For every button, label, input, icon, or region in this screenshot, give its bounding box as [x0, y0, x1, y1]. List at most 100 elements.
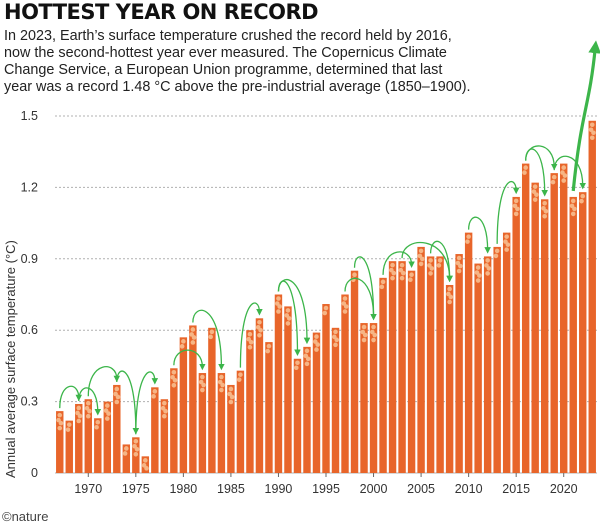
y-tick-label: 1.5 [21, 109, 38, 123]
record-arrow [277, 279, 311, 345]
data-dot [419, 256, 425, 262]
data-dot [179, 344, 185, 349]
bar-2016 [521, 163, 530, 473]
data-dot [304, 361, 310, 367]
bar-2002 [388, 261, 397, 473]
bar-2019 [550, 173, 558, 473]
bar-1968 [65, 420, 73, 473]
data-dot [65, 427, 71, 432]
bar-1979 [170, 368, 178, 473]
y-tick-label: 0.3 [21, 395, 38, 409]
data-dot [304, 348, 310, 354]
data-dot [561, 165, 567, 170]
data-dot [285, 308, 291, 313]
data-dot [124, 446, 129, 451]
data-dot [458, 263, 463, 269]
data-dot [200, 387, 205, 393]
data-dot [122, 451, 128, 456]
data-dot [104, 403, 110, 408]
x-tick-label: 2015 [502, 482, 530, 496]
data-dot [570, 211, 576, 217]
data-dot [542, 214, 548, 219]
data-dot [285, 321, 291, 326]
data-dot [162, 413, 167, 419]
data-dot [399, 262, 405, 268]
data-dot [522, 170, 527, 175]
data-dot [190, 340, 196, 345]
data-dot [144, 466, 149, 471]
data-dot [286, 316, 292, 321]
y-axis-title: Annual average surface temperature (°C) [3, 240, 18, 478]
nature-credit: ©nature [2, 509, 49, 524]
data-dot [134, 447, 140, 452]
bar-1996 [331, 327, 340, 473]
bar-2012 [483, 256, 492, 473]
data-dot [429, 266, 435, 271]
data-dot [447, 286, 452, 292]
data-dot [265, 348, 271, 354]
data-dot [352, 272, 357, 278]
data-dot [580, 193, 586, 199]
bar-2022 [579, 192, 587, 473]
data-dot [208, 334, 213, 340]
data-dot [505, 242, 511, 247]
data-dot [361, 337, 367, 343]
y-tick-label: 1.2 [21, 180, 38, 194]
data-dot [248, 339, 254, 345]
bar-1994 [312, 332, 321, 473]
data-dot [266, 343, 272, 349]
data-dot [201, 382, 206, 388]
data-dot [333, 329, 338, 335]
data-dot [76, 418, 82, 424]
x-tick-label: 1985 [217, 482, 245, 496]
data-dot [57, 425, 63, 431]
data-dot [372, 332, 378, 338]
record-arrow [59, 385, 83, 409]
data-dot [591, 130, 596, 136]
bar-1971 [94, 418, 102, 473]
data-dot [228, 399, 234, 405]
data-dot [342, 296, 348, 301]
data-dot [76, 405, 82, 411]
data-dot [236, 377, 242, 382]
data-dot [362, 332, 368, 338]
data-dots [56, 122, 596, 471]
x-tick-label: 1990 [265, 482, 293, 496]
bar-2021 [569, 196, 577, 474]
data-dot [314, 347, 319, 352]
bar-2015 [512, 196, 520, 474]
data-dot [570, 198, 576, 204]
data-dot [379, 284, 385, 290]
chart-headline: HOTTEST YEAR ON RECORD [4, 0, 319, 24]
data-dot [371, 337, 376, 343]
data-dot [390, 262, 395, 268]
bar-2007 [436, 256, 444, 473]
data-dot [361, 324, 367, 330]
bar-2003 [398, 261, 406, 473]
data-dot [428, 271, 433, 276]
data-dot [295, 360, 300, 366]
data-dot [58, 420, 64, 426]
bar-1992 [293, 358, 302, 473]
data-dot [400, 270, 406, 276]
record-arrow [239, 302, 263, 368]
bar-1988 [255, 318, 264, 473]
data-dot [551, 174, 557, 180]
bar-1973 [113, 384, 121, 473]
bar-1984 [217, 373, 226, 473]
record-arrow [525, 145, 558, 171]
bar-1987 [246, 330, 254, 473]
data-dot [466, 234, 471, 239]
data-dot [66, 422, 72, 427]
record-arrow [87, 366, 121, 397]
data-dot [465, 239, 470, 244]
data-dot [504, 234, 509, 239]
bar-2004 [407, 270, 416, 473]
bar-1970 [84, 399, 92, 473]
data-dot [493, 253, 499, 259]
data-dot [209, 329, 215, 335]
data-dot [257, 320, 262, 325]
bar-1983 [208, 327, 216, 473]
data-dot [408, 277, 413, 283]
data-dot [104, 416, 110, 421]
